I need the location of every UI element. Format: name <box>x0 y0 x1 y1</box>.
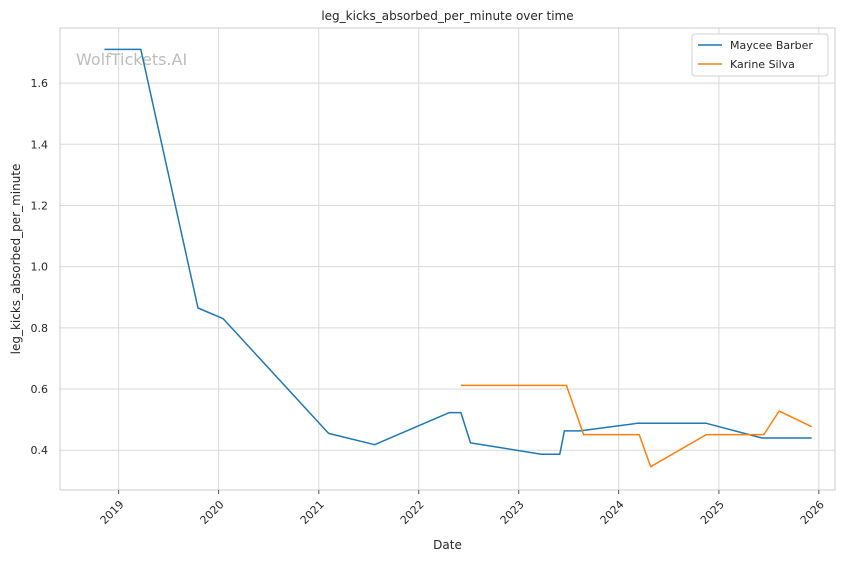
series-line-0 <box>104 48 812 455</box>
legend-label-1: Karine Silva <box>730 58 795 71</box>
legend: Maycee Barber Karine Silva <box>691 33 829 77</box>
legend-box <box>691 33 829 77</box>
y-ticks: 0.4 0.6 0.8 1.0 1.2 1.4 1.6 <box>31 77 49 457</box>
y-tick-label: 0.6 <box>31 383 49 396</box>
y-tick-label: 0.8 <box>31 322 49 335</box>
series-line-1 <box>460 384 813 468</box>
x-axis-title: Date <box>433 538 462 552</box>
y-tick-label: 0.4 <box>31 444 49 457</box>
chart-title: leg_kicks_absorbed_per_minute over time <box>321 9 573 23</box>
y-tick-label: 1.2 <box>31 199 49 212</box>
y-tick-label: 1.4 <box>31 138 49 151</box>
y-tick-label: 1.6 <box>31 77 49 90</box>
watermark: WolfTickets.AI <box>76 50 187 69</box>
legend-label-0: Maycee Barber <box>730 39 813 52</box>
y-tick-label: 1.0 <box>31 261 49 274</box>
plot-frame <box>59 27 836 491</box>
series-layer <box>104 48 813 468</box>
y-axis-title: leg_kicks_absorbed_per_minute <box>9 164 23 355</box>
